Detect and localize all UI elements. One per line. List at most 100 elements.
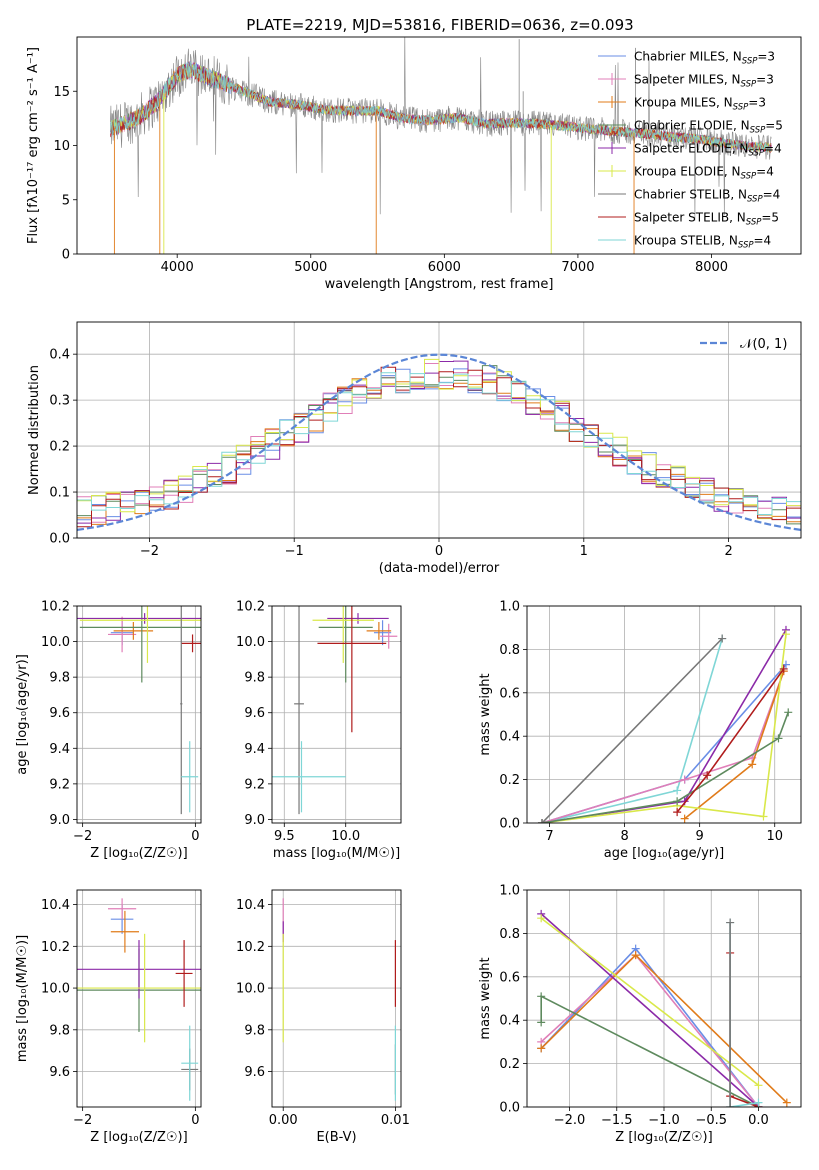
spectrum-series-line bbox=[110, 61, 772, 154]
x-tick-label: −1.5 bbox=[601, 1113, 633, 1128]
panel-massweight-vs-age: 7 8 9 10 0.0 0.2 0.4 0.6 0.8 1.0 age [log₁₀(age/yr… bbox=[478, 600, 802, 861]
y-tick-label: 0.2 bbox=[499, 1057, 520, 1072]
weight-point-marker bbox=[779, 664, 788, 673]
weight-point-marker bbox=[782, 1098, 791, 1107]
axes-frame bbox=[76, 605, 202, 824]
errorbars bbox=[272, 606, 398, 815]
y-tick-label: 0.2 bbox=[499, 773, 520, 788]
x-tick-label: 4000 bbox=[161, 260, 194, 275]
y-tick-label: 9.8 bbox=[49, 1023, 70, 1038]
weight-lines bbox=[538, 625, 793, 823]
x-tick-label: 0 bbox=[191, 829, 199, 844]
y-tick-label: 1.0 bbox=[499, 884, 520, 899]
y-tick-label: 9.6 bbox=[49, 706, 70, 721]
legend-label: Chabrier ELODIE, NSSP=5 bbox=[634, 119, 783, 136]
y-tick-label: 9.4 bbox=[244, 742, 265, 757]
errorbars bbox=[77, 898, 201, 1101]
panel-mass-vs-ebv: 0.00 0.01 9.6 9.8 10.0 10.2 10.4 E(B-V) bbox=[236, 889, 410, 1145]
legend-label: Chabrier STELIB, NSSP=4 bbox=[634, 188, 780, 205]
axes-frame bbox=[271, 605, 402, 824]
y-tick-label: 0.0 bbox=[49, 532, 70, 547]
weight-point-marker bbox=[748, 760, 757, 769]
y-tick-label: 0.1 bbox=[49, 486, 70, 501]
x-tick-label: −2 bbox=[73, 1113, 92, 1128]
axes-frame bbox=[76, 889, 202, 1108]
x-tick-label: −1.0 bbox=[648, 1113, 680, 1128]
axes-frame bbox=[76, 36, 802, 255]
y-tick-label: 1.0 bbox=[499, 600, 520, 615]
y-tick-label: 15 bbox=[53, 85, 70, 100]
y-tick-label: 5 bbox=[62, 193, 70, 208]
weight-point-marker bbox=[537, 1044, 546, 1053]
legend-label: Salpeter MILES, NSSP=3 bbox=[634, 73, 774, 90]
x-axis-label: Z [log₁₀(Z/Z☉)] bbox=[90, 846, 187, 861]
x-tick-label: 2 bbox=[724, 544, 732, 559]
legend-label: Kroupa STELIB, NSSP=4 bbox=[634, 234, 771, 251]
y-axis-label: Normed distribution bbox=[27, 365, 42, 495]
axes-frame bbox=[526, 889, 802, 1108]
y-axis-label: age [log₁₀(age/yr)] bbox=[15, 654, 30, 775]
y-tick-label: 0.4 bbox=[499, 1014, 520, 1029]
x-tick-label: −2 bbox=[140, 544, 159, 559]
y-tick-label: 10.0 bbox=[236, 635, 265, 650]
y-tick-label: 10.2 bbox=[236, 940, 265, 955]
axes-frame bbox=[76, 321, 802, 539]
histograms bbox=[77, 353, 801, 531]
y-tick-label: 10.2 bbox=[236, 600, 265, 615]
x-tick-label: 0.01 bbox=[381, 1113, 410, 1128]
x-tick-label: 1 bbox=[580, 544, 588, 559]
errorbars bbox=[282, 898, 396, 1101]
y-tick-label: 9.0 bbox=[49, 813, 70, 828]
weight-series-line bbox=[540, 917, 759, 1086]
errorbars bbox=[77, 606, 201, 815]
panel-mass-vs-z: −2 0 9.6 9.8 10.0 10.2 10.4 Z [log₁₀(Z/Z☉)] mass… bbox=[15, 889, 202, 1145]
weight-point-marker bbox=[784, 708, 793, 717]
y-tick-label: 9.6 bbox=[244, 1065, 265, 1080]
y-tick-label: 0.0 bbox=[499, 1101, 520, 1116]
y-axis-label: Flux [fλ10⁻¹⁷ erg cm⁻² s⁻¹ A⁻¹] bbox=[26, 47, 41, 244]
y-tick-label: 9.0 bbox=[244, 813, 265, 828]
weight-point-marker bbox=[537, 914, 546, 923]
weight-point-marker bbox=[726, 1103, 735, 1107]
y-tick-label: 0.0 bbox=[499, 817, 520, 832]
weight-point-marker bbox=[631, 951, 640, 960]
y-tick-label: 0.8 bbox=[499, 927, 520, 942]
weight-series-line bbox=[729, 922, 759, 1107]
weight-point-marker bbox=[673, 786, 682, 795]
x-tick-label: 9.5 bbox=[274, 829, 295, 844]
x-tick-label: −1 bbox=[285, 544, 304, 559]
x-tick-label: 8000 bbox=[695, 260, 728, 275]
y-tick-label: 0.2 bbox=[49, 440, 70, 455]
weight-series-line bbox=[540, 953, 760, 1107]
weight-point-marker bbox=[754, 1098, 763, 1107]
weight-point-marker bbox=[759, 812, 768, 821]
weight-point-marker bbox=[726, 918, 735, 927]
weight-series-line bbox=[541, 634, 787, 823]
weight-lines bbox=[537, 909, 791, 1107]
weight-series-line bbox=[541, 664, 787, 823]
weight-series-line bbox=[540, 994, 759, 1107]
y-tick-label: 0 bbox=[62, 248, 70, 263]
legend-label: 𝒩(0, 1) bbox=[740, 337, 787, 352]
y-tick-label: 9.8 bbox=[244, 1023, 265, 1038]
y-tick-label: 10 bbox=[53, 139, 70, 154]
x-tick-label: −2 bbox=[73, 829, 92, 844]
y-tick-label: 0.6 bbox=[499, 686, 520, 701]
legend-label: Salpeter ELODIE, NSSP=4 bbox=[634, 142, 782, 159]
y-tick-label: 10.0 bbox=[41, 982, 70, 997]
panel-massweight-vs-z: −2.0 −1.5 −1.0 −0.5 0.0 0.0 0.2 0.4 0.6 0.8 1.0 Z [… bbox=[478, 884, 802, 1145]
y-tick-label: 9.2 bbox=[49, 777, 70, 792]
x-tick-label: 0.00 bbox=[269, 1113, 298, 1128]
y-tick-label: 9.8 bbox=[49, 671, 70, 686]
x-tick-label: 0.0 bbox=[748, 1113, 769, 1128]
x-tick-label: 7 bbox=[545, 829, 553, 844]
legend-label: Kroupa MILES, NSSP=3 bbox=[634, 96, 766, 113]
x-tick-label: 0 bbox=[435, 544, 443, 559]
x-tick-label: −0.5 bbox=[695, 1113, 727, 1128]
panel-spectrum: 4000 5000 6000 7000 8000 0 5 10 15 wavelength [An… bbox=[26, 36, 802, 292]
y-axis-label: mass weight bbox=[478, 673, 493, 755]
weight-point-marker bbox=[680, 814, 689, 823]
y-tick-label: 0.6 bbox=[499, 970, 520, 985]
y-tick-label: 0.4 bbox=[499, 730, 520, 745]
